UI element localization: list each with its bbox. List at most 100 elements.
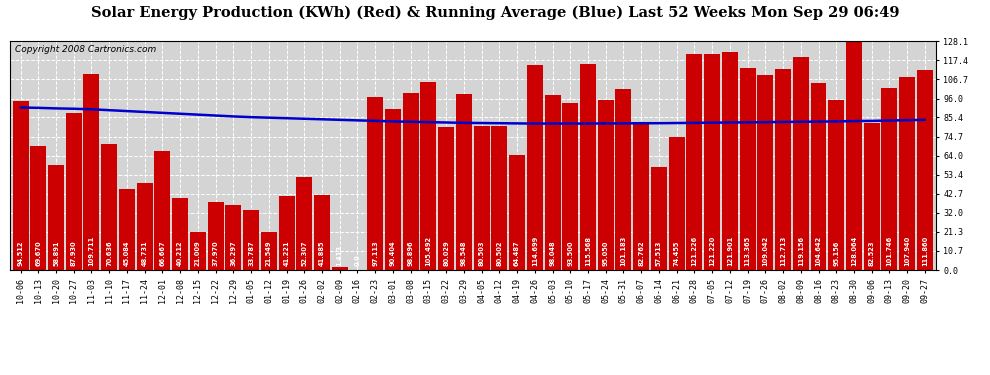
Bar (863, 123, 880, 270)
Text: 80.029: 80.029 (444, 240, 449, 266)
Text: 113.365: 113.365 (744, 236, 750, 266)
Bar (775, 69, 791, 270)
Bar (13, 101, 29, 270)
Text: 21.009: 21.009 (195, 240, 201, 266)
Text: 111.860: 111.860 (922, 235, 928, 266)
Bar (278, 196, 294, 270)
Text: 66.667: 66.667 (159, 240, 165, 266)
Text: 95.050: 95.050 (603, 240, 609, 266)
Text: 82.762: 82.762 (639, 240, 644, 266)
Bar (119, 189, 135, 270)
Text: 98.896: 98.896 (408, 240, 414, 266)
Bar (509, 155, 525, 270)
Text: Solar Energy Production (KWh) (Red) & Running Average (Blue) Last 52 Weeks Mon S: Solar Energy Production (KWh) (Red) & Ru… (91, 6, 899, 20)
Bar (616, 89, 632, 270)
Text: 121.220: 121.220 (709, 235, 715, 266)
Text: 69.670: 69.670 (36, 240, 42, 266)
Text: 98.548: 98.548 (461, 240, 467, 266)
Text: 41.221: 41.221 (283, 240, 289, 266)
Text: 57.513: 57.513 (656, 240, 662, 266)
Text: 109.042: 109.042 (762, 235, 768, 266)
Bar (491, 126, 507, 270)
Text: 93.500: 93.500 (567, 240, 573, 266)
Text: 0.0: 0.0 (354, 254, 360, 266)
Text: 101.746: 101.746 (886, 235, 892, 266)
Text: 97.113: 97.113 (372, 240, 378, 266)
Bar (421, 82, 437, 270)
Text: 121.226: 121.226 (691, 235, 697, 266)
Bar (137, 183, 152, 270)
Text: 107.940: 107.940 (904, 235, 910, 266)
Bar (757, 75, 773, 270)
Bar (580, 64, 596, 270)
Bar (811, 83, 827, 270)
Bar (385, 109, 401, 270)
Bar (314, 195, 330, 270)
Text: 128.064: 128.064 (851, 235, 857, 266)
Text: 121.901: 121.901 (727, 235, 733, 266)
Text: 101.183: 101.183 (621, 235, 627, 266)
Bar (899, 77, 915, 270)
Bar (208, 202, 224, 270)
Text: 74.455: 74.455 (673, 240, 680, 266)
Bar (668, 137, 685, 270)
Bar (634, 122, 649, 270)
Text: 45.084: 45.084 (124, 240, 130, 266)
Bar (172, 198, 188, 270)
Text: 80.502: 80.502 (496, 240, 502, 266)
Text: 87.930: 87.930 (70, 240, 77, 266)
Text: 70.636: 70.636 (106, 240, 112, 266)
Bar (544, 95, 560, 270)
Bar (260, 231, 277, 270)
Text: 109.711: 109.711 (88, 235, 94, 266)
Bar (562, 103, 578, 270)
Text: 48.731: 48.731 (142, 240, 148, 266)
Bar (154, 151, 170, 270)
Text: 1.413: 1.413 (337, 244, 343, 266)
Text: 64.487: 64.487 (514, 240, 520, 266)
Bar (473, 126, 490, 270)
Text: 95.156: 95.156 (834, 240, 840, 266)
Bar (83, 74, 99, 270)
Bar (296, 177, 312, 270)
Text: 119.156: 119.156 (798, 236, 804, 266)
Text: 21.549: 21.549 (265, 240, 272, 266)
Text: 33.787: 33.787 (248, 240, 254, 266)
Bar (49, 165, 64, 270)
Text: 52.307: 52.307 (301, 240, 307, 266)
Text: 94.512: 94.512 (18, 240, 24, 266)
Bar (881, 88, 897, 270)
Text: 104.642: 104.642 (816, 235, 822, 266)
Bar (598, 100, 614, 270)
Bar (332, 267, 347, 270)
Text: 36.297: 36.297 (231, 240, 237, 266)
Text: 98.048: 98.048 (549, 240, 555, 266)
Bar (527, 65, 543, 270)
Text: 115.568: 115.568 (585, 236, 591, 266)
Bar (829, 100, 844, 270)
Bar (65, 113, 82, 270)
Bar (244, 210, 259, 270)
Bar (101, 144, 117, 270)
Text: 58.891: 58.891 (53, 240, 59, 266)
Bar (722, 53, 738, 270)
Bar (686, 54, 702, 270)
Bar (917, 70, 933, 270)
Text: 40.212: 40.212 (177, 240, 183, 266)
Text: 112.713: 112.713 (780, 235, 786, 266)
Bar (651, 167, 667, 270)
Text: 80.503: 80.503 (478, 240, 484, 266)
Bar (704, 54, 720, 270)
Text: 37.970: 37.970 (213, 240, 219, 266)
Text: 114.699: 114.699 (532, 235, 538, 266)
Bar (403, 93, 419, 270)
Bar (31, 146, 47, 270)
Bar (455, 94, 472, 270)
Bar (439, 127, 454, 270)
Bar (846, 41, 862, 270)
Text: 82.523: 82.523 (868, 240, 875, 266)
Bar (226, 205, 242, 270)
Bar (367, 97, 383, 270)
Bar (793, 57, 809, 270)
Bar (190, 232, 206, 270)
